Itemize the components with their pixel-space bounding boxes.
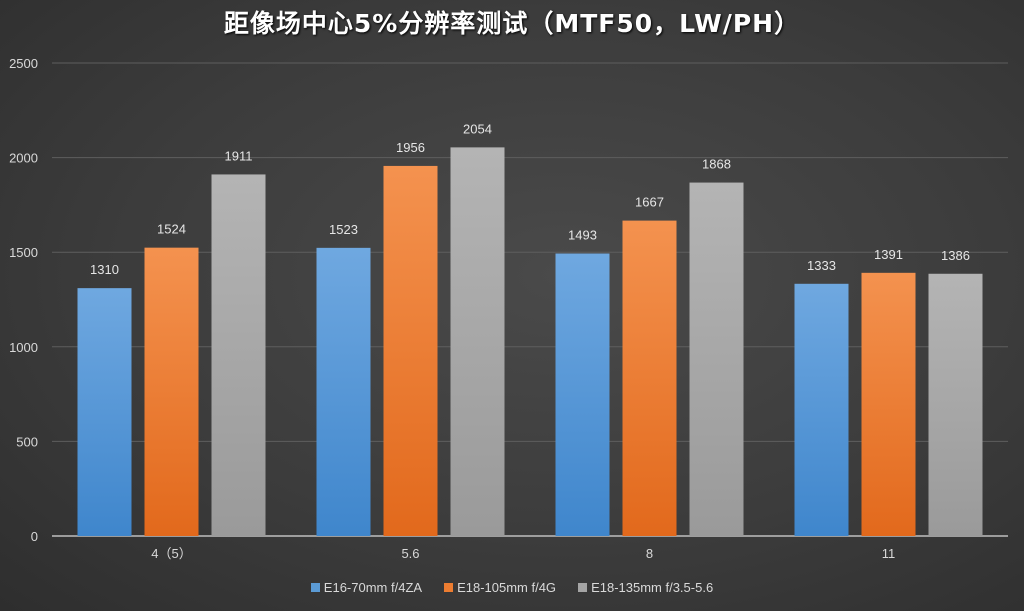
legend-swatch	[310, 583, 320, 592]
y-axis-ticks: 0 500 1000 1500 2000 2500	[9, 56, 38, 544]
data-label: 1524	[157, 222, 186, 237]
data-label: 1667	[635, 195, 664, 210]
legend-item[interactable]: E18-135mm f/3.5-5.6	[578, 580, 713, 595]
data-label: 1956	[396, 140, 425, 155]
x-tick-label: 4（5）	[151, 546, 191, 561]
x-tick-label: 5.6	[401, 546, 419, 561]
bar[interactable]	[861, 272, 916, 536]
bar[interactable]	[144, 247, 199, 537]
bar[interactable]	[383, 165, 438, 536]
x-tick-label: 8	[646, 546, 653, 561]
data-label: 1493	[568, 228, 597, 243]
bar[interactable]	[211, 174, 266, 537]
data-label: 2054	[463, 121, 492, 136]
y-tick-label: 500	[16, 434, 38, 449]
chart-title: 距像场中心5%分辨率测试（MTF50，LW/PH）	[223, 9, 801, 38]
data-label: 1868	[702, 157, 731, 172]
legend-item[interactable]: E16-70mm f/4ZA	[310, 580, 423, 595]
y-tick-label: 1000	[9, 340, 38, 355]
legend-item[interactable]: E18-105mm f/4G	[444, 580, 556, 595]
data-label: 1386	[941, 248, 970, 263]
bar[interactable]	[794, 283, 849, 536]
y-tick-label: 0	[31, 529, 38, 544]
bar[interactable]	[555, 253, 610, 536]
bar[interactable]	[77, 288, 132, 536]
data-labels: 1310 1524 1911 1523 1956 2054 1493 1667 1868 1333…	[90, 121, 970, 277]
y-tick-label: 2000	[9, 151, 38, 166]
bar[interactable]	[316, 247, 371, 537]
bar[interactable]	[450, 147, 505, 537]
y-tick-label: 2500	[9, 56, 38, 71]
bar[interactable]	[689, 182, 744, 536]
data-label: 1333	[807, 258, 836, 273]
legend-label: E18-135mm f/3.5-5.6	[591, 580, 714, 595]
legend-swatch	[578, 583, 588, 592]
legend: E16-70mm f/4ZA E18-105mm f/4G E18-135mm …	[0, 580, 1024, 595]
data-label: 1391	[874, 247, 903, 262]
bar[interactable]	[928, 273, 983, 536]
bar[interactable]	[622, 220, 677, 536]
data-label: 1310	[90, 262, 119, 277]
data-label: 1523	[329, 222, 358, 237]
x-axis-ticks: 4（5） 5.6 8 11	[151, 546, 895, 561]
y-tick-label: 1500	[9, 245, 38, 260]
x-tick-label: 11	[882, 546, 896, 561]
data-label: 1911	[225, 148, 253, 163]
legend-label: E16-70mm f/4ZA	[323, 580, 423, 595]
bars	[77, 147, 983, 537]
legend-label: E18-105mm f/4G	[457, 580, 557, 595]
gridlines	[52, 62, 1008, 537]
legend-swatch	[444, 583, 454, 592]
